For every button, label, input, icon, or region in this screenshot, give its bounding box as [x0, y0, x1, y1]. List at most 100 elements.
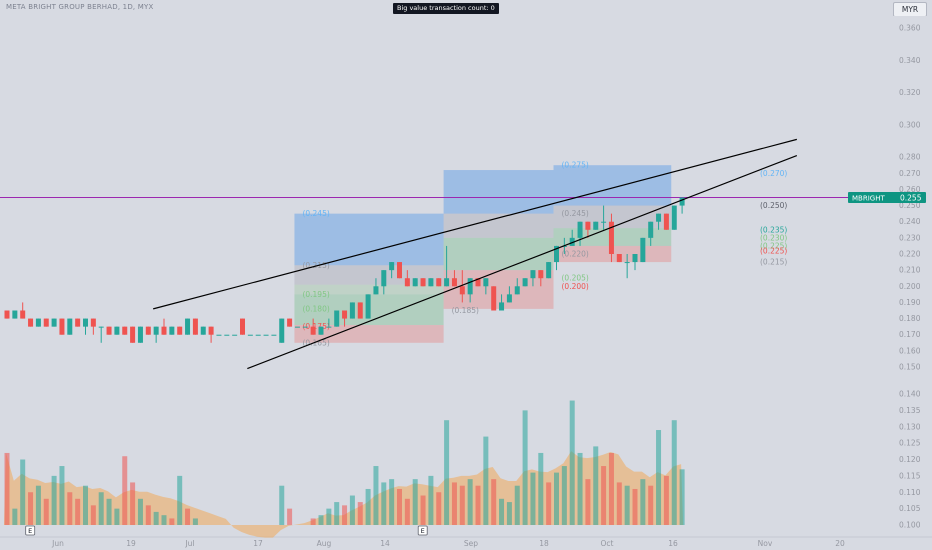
candle-body	[506, 294, 512, 303]
volume-bar	[59, 466, 65, 525]
candle-body	[373, 286, 379, 295]
candle	[161, 318, 167, 335]
candle-body	[671, 205, 677, 230]
candle	[648, 221, 654, 246]
volume-bar	[43, 498, 49, 525]
volume-bar	[365, 488, 371, 525]
volume-bar	[404, 498, 410, 525]
price-tick-label: 0.170	[899, 330, 921, 339]
volume-bar	[679, 469, 685, 525]
volume-bar	[459, 485, 465, 525]
candle-body	[177, 326, 183, 335]
candle	[428, 278, 434, 287]
volume-bar	[28, 492, 34, 525]
candle	[200, 326, 206, 335]
trendline-lower	[247, 154, 798, 370]
candle-body	[43, 318, 49, 327]
candle-body	[20, 310, 26, 319]
candle	[514, 278, 520, 295]
candle	[404, 270, 410, 287]
candle	[357, 302, 363, 319]
candle-body	[663, 213, 669, 230]
candle	[593, 221, 599, 230]
candle	[663, 213, 669, 230]
candle	[499, 294, 505, 311]
candle	[247, 334, 253, 336]
candle-body	[522, 278, 528, 287]
volume-tick-label: 0.115	[899, 471, 921, 480]
volume-bar	[522, 410, 528, 525]
candle	[59, 318, 65, 335]
candle	[522, 278, 528, 287]
candle-body	[616, 254, 622, 263]
price-tick-label: 0.260	[899, 185, 921, 194]
candle	[381, 270, 387, 295]
volume-bar	[671, 420, 677, 525]
volume-bar	[577, 452, 583, 525]
volume-bar	[499, 498, 505, 525]
volume-bar	[593, 446, 599, 525]
candle	[530, 270, 536, 287]
candle-body	[279, 318, 285, 343]
candle	[554, 245, 559, 271]
volume-bar	[412, 479, 418, 525]
candle-body	[679, 197, 685, 206]
candle-body	[342, 310, 348, 319]
candle-body	[294, 326, 300, 328]
candle-body	[404, 278, 410, 287]
candle-body	[287, 318, 293, 327]
candle-body	[200, 326, 206, 335]
price-tick-label: 0.190	[899, 298, 921, 307]
earnings-marker: E	[25, 525, 36, 536]
volume-bar	[185, 508, 191, 525]
volume-tick-label: 0.140	[899, 390, 921, 399]
zone-band	[443, 237, 554, 271]
candle-body	[208, 326, 214, 335]
volume-bar	[342, 505, 348, 525]
candle-body	[59, 318, 65, 335]
candle-body	[98, 326, 104, 328]
candle-body	[365, 294, 371, 319]
candle-body	[12, 310, 18, 319]
candle	[326, 318, 332, 328]
volume-bar	[153, 511, 159, 525]
zone-band	[553, 205, 672, 229]
candles	[4, 197, 685, 343]
volume-bar	[420, 495, 426, 525]
candle	[279, 318, 285, 343]
candle	[263, 334, 269, 336]
volume-bar	[467, 479, 473, 525]
time-tick-label: Jul	[184, 539, 194, 548]
price-axis-bg	[893, 16, 932, 550]
candle-body	[656, 213, 662, 222]
volume-bar	[475, 485, 481, 525]
candle	[640, 237, 646, 263]
time-tick-label: 14	[380, 539, 390, 548]
time-tick-label: Sep	[464, 539, 478, 548]
volume-bar	[506, 502, 512, 525]
zone-band	[294, 284, 444, 295]
earnings-label: E	[28, 527, 32, 535]
candle	[43, 318, 49, 327]
volume-tick-label: 0.130	[899, 422, 921, 431]
candle-body	[585, 221, 591, 230]
price-tick-label: 0.220	[899, 250, 921, 259]
zone-band	[443, 213, 554, 238]
candle-body	[224, 334, 230, 336]
candle	[177, 326, 183, 335]
volume-tick-label: 0.110	[899, 488, 921, 497]
zone-label: (0.215)	[302, 261, 329, 270]
volume-bar	[624, 485, 630, 525]
zone-label: (0.175)	[302, 322, 329, 331]
volume-axis: 0.140 0.135 0.130 0.125 0.120 0.115 0.110 0.105…	[899, 390, 921, 530]
candle-body	[310, 326, 316, 335]
volume-bar	[389, 479, 395, 525]
candle-body	[514, 286, 520, 295]
candle-body	[114, 326, 120, 335]
candle-body	[349, 302, 355, 319]
candle-body	[122, 326, 128, 335]
candle-body	[232, 334, 238, 336]
candle-body	[192, 318, 198, 335]
